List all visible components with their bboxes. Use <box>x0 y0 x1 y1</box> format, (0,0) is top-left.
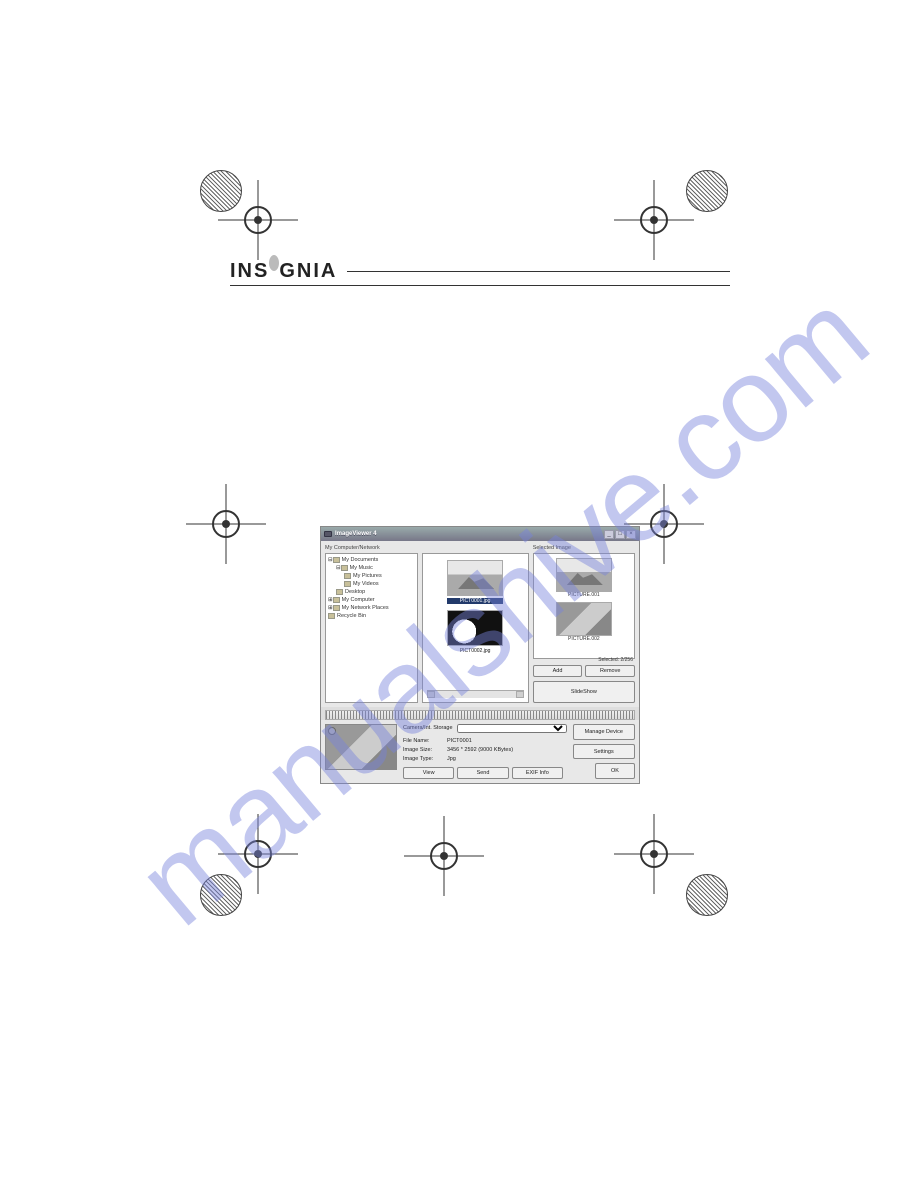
selected-panel-label: Selected Image <box>533 545 635 551</box>
thumbnail-item[interactable]: PICT0001.jpg <box>447 560 503 604</box>
titlebar[interactable]: ImageViewer 4 _ □ × <box>321 527 639 541</box>
maximize-button[interactable]: □ <box>615 530 625 539</box>
thumbs-panel-label <box>422 545 529 551</box>
manual-page: INSGNIA ImageViewer 4 _ □ × My Computer/… <box>230 260 730 820</box>
selected-item[interactable]: PICTURE.002 <box>556 602 612 642</box>
thumbnail-image <box>447 560 503 596</box>
camera-dropdown[interactable] <box>457 724 567 733</box>
meta-value: PICT0001 <box>447 737 472 746</box>
tree-node[interactable]: My Network Places <box>342 605 389 611</box>
thumbnail-panel[interactable]: PICT0001.jpg PICT0002.jpg <box>422 553 529 703</box>
header-rule <box>347 271 730 272</box>
scroll-right-button[interactable] <box>516 691 524 698</box>
meta-key: Image Size: <box>403 746 443 755</box>
tree-node[interactable]: Desktop <box>345 589 365 595</box>
tree-node[interactable]: My Music <box>350 565 373 571</box>
add-button[interactable]: Add <box>533 665 583 677</box>
tree-panel-label: My Computer/Network <box>325 545 418 551</box>
thumbnail-item[interactable]: PICT0002.jpg <box>447 610 503 654</box>
tree-node[interactable]: My Videos <box>353 581 379 587</box>
crop-mark <box>640 830 730 920</box>
horizontal-scrollbar[interactable] <box>427 690 524 698</box>
preview-image <box>325 724 397 770</box>
crop-mark <box>640 170 730 260</box>
window-title: ImageViewer 4 <box>335 531 601 537</box>
remove-button[interactable]: Remove <box>585 665 635 677</box>
selected-images-panel: PICTURE.001 PICTURE.002 <box>533 553 635 659</box>
selected-item[interactable]: PICTURE.001 <box>556 558 612 598</box>
settings-button[interactable]: Settings <box>573 744 635 760</box>
crop-mark <box>420 832 510 922</box>
progress-ruler[interactable] <box>325 710 635 720</box>
app-icon <box>324 531 332 537</box>
tree-node[interactable]: Recycle Bin <box>337 613 366 619</box>
selected-caption: PICTURE.001 <box>556 592 612 598</box>
crop-mark <box>200 830 290 920</box>
minimize-button[interactable]: _ <box>604 530 614 539</box>
preview-overlay-icon <box>328 727 336 735</box>
exif-button[interactable]: EXIF Info <box>512 767 563 779</box>
selected-image <box>556 558 612 592</box>
meta-key: Image Type: <box>403 755 443 764</box>
app-window: ImageViewer 4 _ □ × My Computer/Network … <box>320 526 640 784</box>
send-button[interactable]: Send <box>457 767 508 779</box>
folder-tree[interactable]: ⊟My Documents ⊟My Music My Pictures My V… <box>325 553 418 703</box>
thumbnail-image <box>447 610 503 646</box>
meta-key: File Name: <box>403 737 443 746</box>
selected-caption: PICTURE.002 <box>556 636 612 642</box>
header-underline <box>230 285 730 286</box>
view-button[interactable]: View <box>403 767 454 779</box>
tree-node[interactable]: My Pictures <box>353 573 382 579</box>
meta-value: Jpg <box>447 755 456 764</box>
tree-node[interactable]: My Documents <box>342 557 379 563</box>
selected-image <box>556 602 612 636</box>
thumbnail-caption: PICT0001.jpg <box>447 598 503 604</box>
ok-button[interactable]: OK <box>595 763 635 779</box>
close-button[interactable]: × <box>626 530 636 539</box>
manage-device-button[interactable]: Manage Device <box>573 724 635 740</box>
slideshow-button[interactable]: SlideShow <box>533 681 635 703</box>
brand-logo: INSGNIA <box>230 260 337 283</box>
tree-node[interactable]: My Computer <box>342 597 375 603</box>
camera-dropdown-label: Camera/Int. Storage <box>403 724 453 733</box>
thumbnail-caption: PICT0002.jpg <box>447 648 503 654</box>
brand-header: INSGNIA <box>230 260 730 283</box>
meta-value: 3456 * 2592 (9000 KBytes) <box>447 746 513 755</box>
crop-mark <box>200 170 290 260</box>
scroll-left-button[interactable] <box>427 691 435 698</box>
image-metadata: Camera/Int. Storage File Name: PICT0001 I… <box>403 724 567 779</box>
selected-count: Selected: 2/256 <box>598 657 633 663</box>
